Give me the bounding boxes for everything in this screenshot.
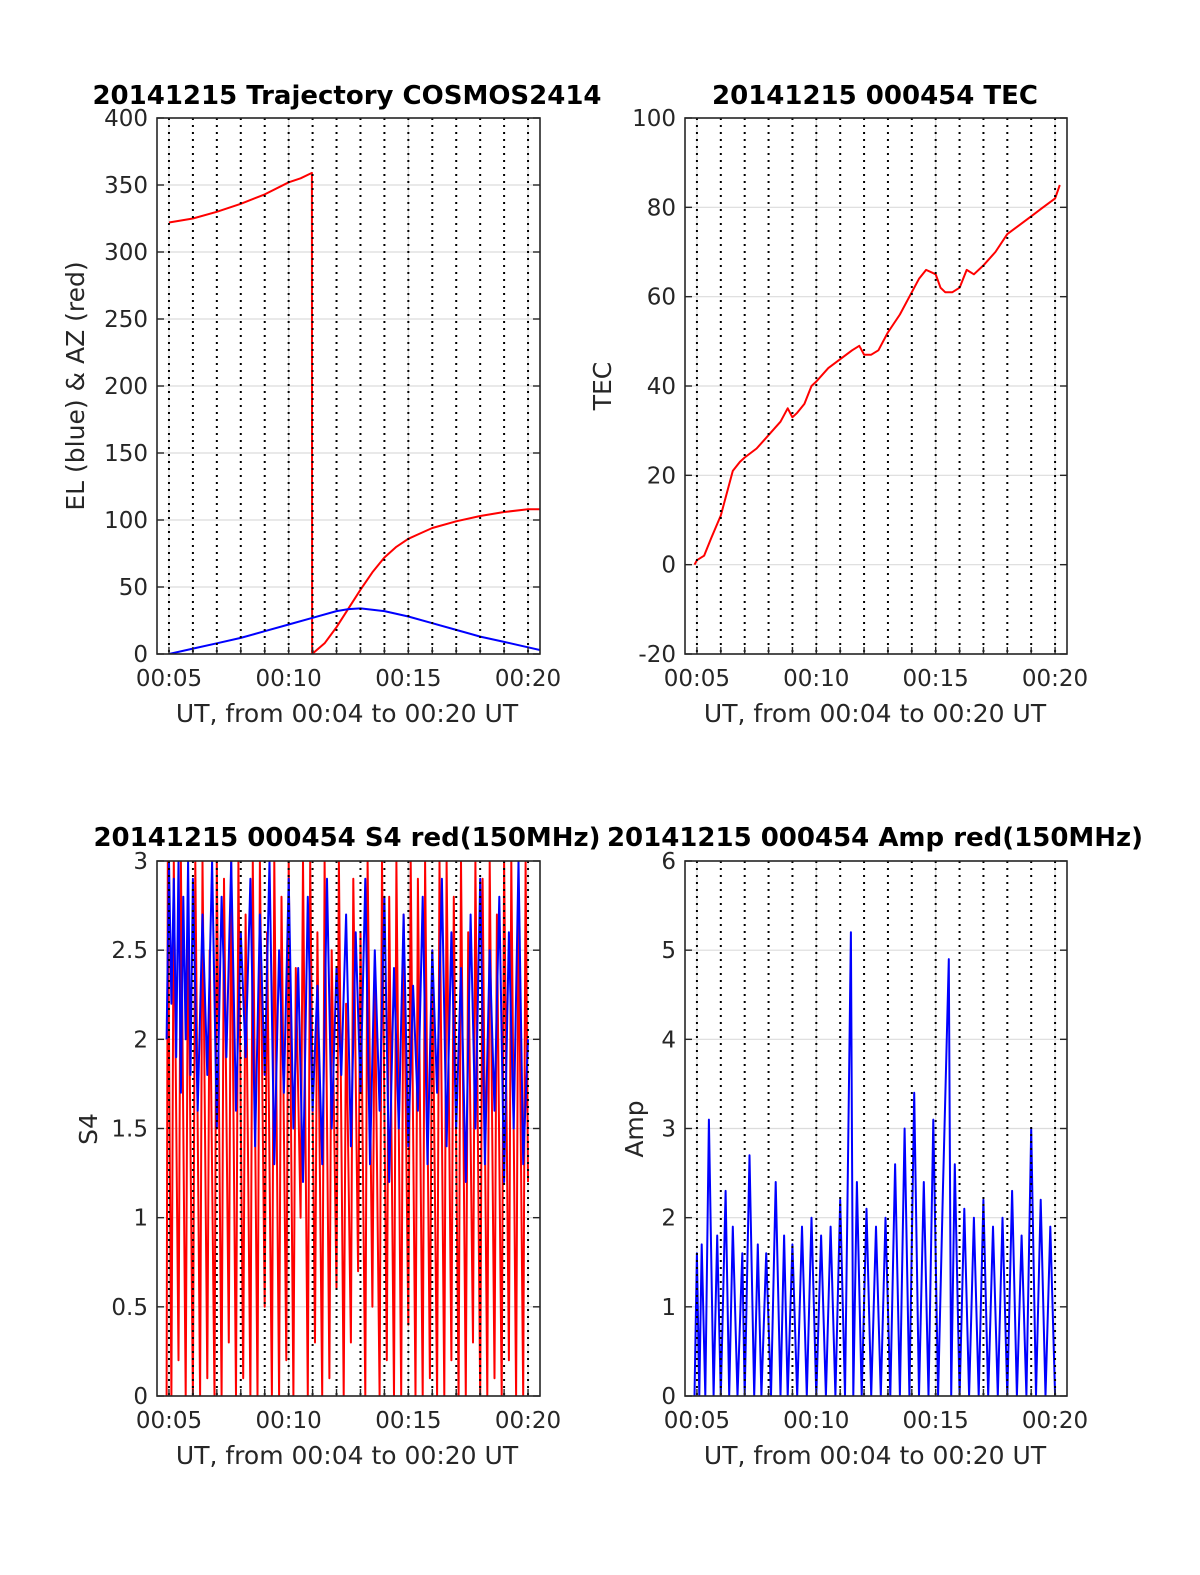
tec-ytick-label: 100 — [632, 106, 676, 132]
traj-series-line-0 — [168, 171, 540, 654]
s4-ytick-label: 0.5 — [111, 1295, 148, 1321]
tec-series-line-0 — [693, 184, 1061, 566]
amp-ytick-label: 4 — [661, 1027, 676, 1053]
s4-xtick-label: 00:05 — [136, 1408, 202, 1434]
amp-ytick-label: 2 — [661, 1206, 676, 1232]
traj-ytick-label: 400 — [104, 106, 148, 132]
s4-xlabel: UT, from 00:04 to 00:20 UT — [176, 1441, 519, 1470]
amp-xtick-label: 00:20 — [1022, 1408, 1088, 1434]
tec-ytick-label: 20 — [647, 463, 676, 489]
traj-xtick-label: 00:10 — [256, 666, 322, 692]
traj-ytick-label: 100 — [104, 508, 148, 534]
amp-xtick-label: 00:10 — [783, 1408, 849, 1434]
traj-xtick-label: 00:15 — [375, 666, 441, 692]
amp-ytick-label: 6 — [661, 849, 676, 875]
s4-ylabel: S4 — [74, 1113, 103, 1145]
tec-ylabel: TEC — [588, 362, 617, 412]
amp-xtick-label: 00:05 — [664, 1408, 730, 1434]
traj-ytick-label: 200 — [104, 374, 148, 400]
amp-ytick-label: 1 — [661, 1295, 676, 1321]
s4-ytick-label: 3 — [133, 849, 148, 875]
tec-xtick-label: 00:15 — [903, 666, 969, 692]
tec-ytick-label: 60 — [647, 285, 676, 311]
s4-ytick-label: 0 — [133, 1384, 148, 1410]
traj-ytick-label: 250 — [104, 307, 148, 333]
traj-ytick-label: 50 — [119, 575, 148, 601]
s4-series-group — [165, 861, 529, 1396]
s4-xtick-label: 00:20 — [495, 1408, 561, 1434]
trajectory-title: 20141215 Trajectory COSMOS2414 — [92, 81, 601, 111]
tec-panel: 20141215 000454 TEC UT, from 00:04 to 00… — [588, 81, 1088, 728]
tec-ytick-label: 40 — [647, 374, 676, 400]
traj-xtick-label: 00:05 — [136, 666, 202, 692]
amp-ylabel: Amp — [620, 1100, 649, 1157]
traj-ytick-label: 0 — [133, 642, 148, 668]
traj-ytick-label: 150 — [104, 441, 148, 467]
traj-ytick-label: 350 — [104, 173, 148, 199]
amp-ytick-label: 0 — [661, 1384, 676, 1410]
tec-ytick-label: 80 — [647, 195, 676, 221]
tec-ytick-label: 0 — [661, 553, 676, 579]
tec-xtick-label: 00:05 — [664, 666, 730, 692]
s4-series-line-1 — [165, 861, 529, 1183]
s4-title: 20141215 000454 S4 red(150MHz) — [93, 823, 600, 853]
s4-ytick-label: 2.5 — [111, 938, 148, 964]
s4-ytick-label: 2 — [133, 1027, 148, 1053]
tec-series-group — [693, 184, 1061, 566]
amp-ytick-label: 5 — [661, 938, 676, 964]
tec-xtick-label: 00:20 — [1022, 666, 1088, 692]
tec-xlabel: UT, from 00:04 to 00:20 UT — [704, 699, 1047, 728]
amp-ytick-label: 3 — [661, 1117, 676, 1143]
amp-xtick-label: 00:15 — [903, 1408, 969, 1434]
amp-panel: 20141215 000454 Amp red(150MHz) UT, from… — [607, 823, 1143, 1470]
tec-ytick-label: -20 — [638, 642, 676, 668]
traj-xtick-label: 00:20 — [495, 666, 561, 692]
tec-title: 20141215 000454 TEC — [712, 81, 1038, 111]
s4-panel: 20141215 000454 S4 red(150MHz) UT, from … — [74, 823, 601, 1470]
traj-ytick-label: 300 — [104, 240, 148, 266]
s4-series-line-0 — [165, 861, 529, 1396]
s4-ytick-label: 1.5 — [111, 1117, 148, 1143]
s4-xtick-label: 00:15 — [375, 1408, 441, 1434]
amp-title: 20141215 000454 Amp red(150MHz) — [607, 823, 1143, 853]
trajectory-xlabel: UT, from 00:04 to 00:20 UT — [176, 699, 519, 728]
amp-xlabel: UT, from 00:04 to 00:20 UT — [704, 1441, 1047, 1470]
s4-xtick-label: 00:10 — [256, 1408, 322, 1434]
s4-ytick-label: 1 — [133, 1206, 148, 1232]
tec-xtick-label: 00:10 — [783, 666, 849, 692]
trajectory-panel: 20141215 Trajectory COSMOS2414 UT, from … — [61, 81, 602, 728]
trajectory-ylabel: EL (blue) & AZ (red) — [61, 261, 90, 510]
